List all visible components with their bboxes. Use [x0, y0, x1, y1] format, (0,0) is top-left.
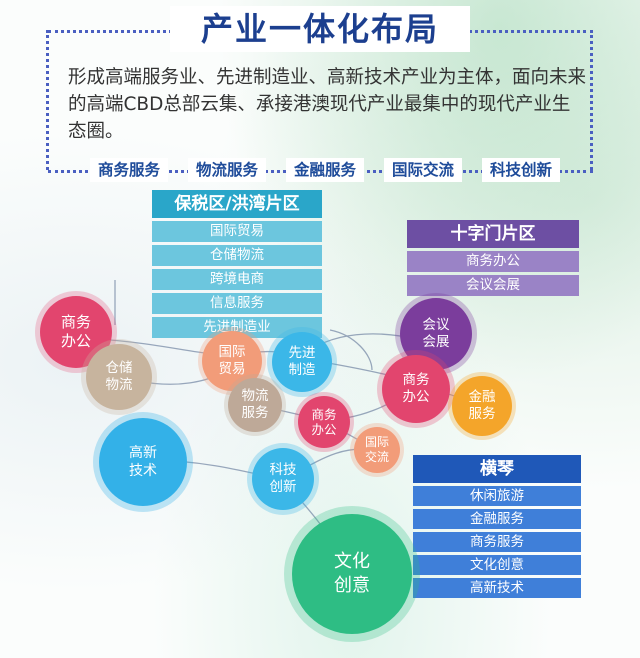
bubble-culture-creative: 文化 创意 — [292, 514, 412, 634]
zone-hengqin-title: 横琴 — [413, 455, 581, 483]
industry-international: 国际交流 — [383, 158, 462, 182]
zone-baoshui-item: 国际贸易 — [152, 221, 322, 242]
dotted-frame-left — [46, 30, 49, 170]
zone-hengqin-item: 休闲旅游 — [413, 486, 581, 506]
zone-shizimen: 十字门片区 商务办公 会议会展 — [407, 220, 579, 296]
bubble-warehouse-logistics: 仓储 物流 — [86, 344, 152, 410]
bubble-label: 文化 创意 — [334, 551, 370, 596]
zone-shizimen-item: 会议会展 — [407, 275, 579, 296]
bubble-advanced-manufacturing: 先进 制造 — [272, 332, 332, 392]
industry-technology: 科技创新 — [481, 158, 560, 182]
bubble-logistics-service: 物流 服务 — [228, 378, 282, 432]
zone-baoshui-item: 先进制造业 — [152, 317, 322, 338]
page-title: 产业一体化布局 — [170, 6, 470, 52]
bubble-label: 科技 创新 — [269, 462, 297, 495]
bubble-label: 国际 贸易 — [218, 344, 246, 377]
bubble-sci-tech-innovation: 科技 创新 — [252, 448, 314, 510]
bubble-label: 先进 制造 — [288, 345, 316, 378]
zone-hengqin-item: 高新技术 — [413, 578, 581, 598]
intro-text: 形成高端服务业、先进制造业、高新技术产业为主体，面向未来的高端CBD总部云集、承… — [68, 67, 587, 142]
zone-hengqin-item: 商务服务 — [413, 532, 581, 552]
zone-baoshui-title: 保税区/洪湾片区 — [152, 190, 322, 218]
bubble-label: 金融 服务 — [468, 389, 496, 422]
bubble-business-office-right: 商务 办公 — [382, 355, 450, 423]
bubble-business-office-mid: 商务 办公 — [298, 396, 350, 448]
zone-baoshui-item: 信息服务 — [152, 293, 322, 314]
industry-list: 商务服务 物流服务 金融服务 国际交流 科技创新 — [90, 158, 560, 182]
bubble-label: 会议 会展 — [422, 317, 450, 350]
bubble-label: 商务 办公 — [311, 407, 337, 437]
zone-hengqin-item: 文化创意 — [413, 555, 581, 575]
bubble-label: 物流 服务 — [241, 388, 269, 421]
bubble-financial-service: 金融 服务 — [452, 376, 512, 436]
zone-baoshui-item: 跨境电商 — [152, 269, 322, 290]
bubble-label: 国际 交流 — [364, 435, 389, 464]
zone-baoshui-hongwan: 保税区/洪湾片区 国际贸易 仓储物流 跨境电商 信息服务 先进制造业 — [152, 190, 322, 338]
zone-shizimen-item: 商务办公 — [407, 251, 579, 272]
bubble-label: 商务 办公 — [60, 313, 91, 350]
industry-logistics: 物流服务 — [187, 158, 266, 182]
bubble-intl-exchange: 国际 交流 — [354, 427, 400, 473]
bubble-high-tech: 高新 技术 — [99, 418, 187, 506]
zone-baoshui-item: 仓储物流 — [152, 245, 322, 266]
zone-shizimen-title: 十字门片区 — [407, 220, 579, 248]
industry-finance: 金融服务 — [285, 158, 364, 182]
zone-hengqin: 横琴 休闲旅游 金融服务 商务服务 文化创意 高新技术 — [413, 455, 581, 598]
bubble-label: 高新 技术 — [129, 445, 157, 479]
industry-business: 商务服务 — [90, 158, 169, 182]
bubble-label: 仓储 物流 — [105, 360, 133, 393]
zone-hengqin-item: 金融服务 — [413, 509, 581, 529]
bubble-label: 商务 办公 — [402, 372, 430, 405]
dotted-frame-right — [590, 30, 593, 170]
